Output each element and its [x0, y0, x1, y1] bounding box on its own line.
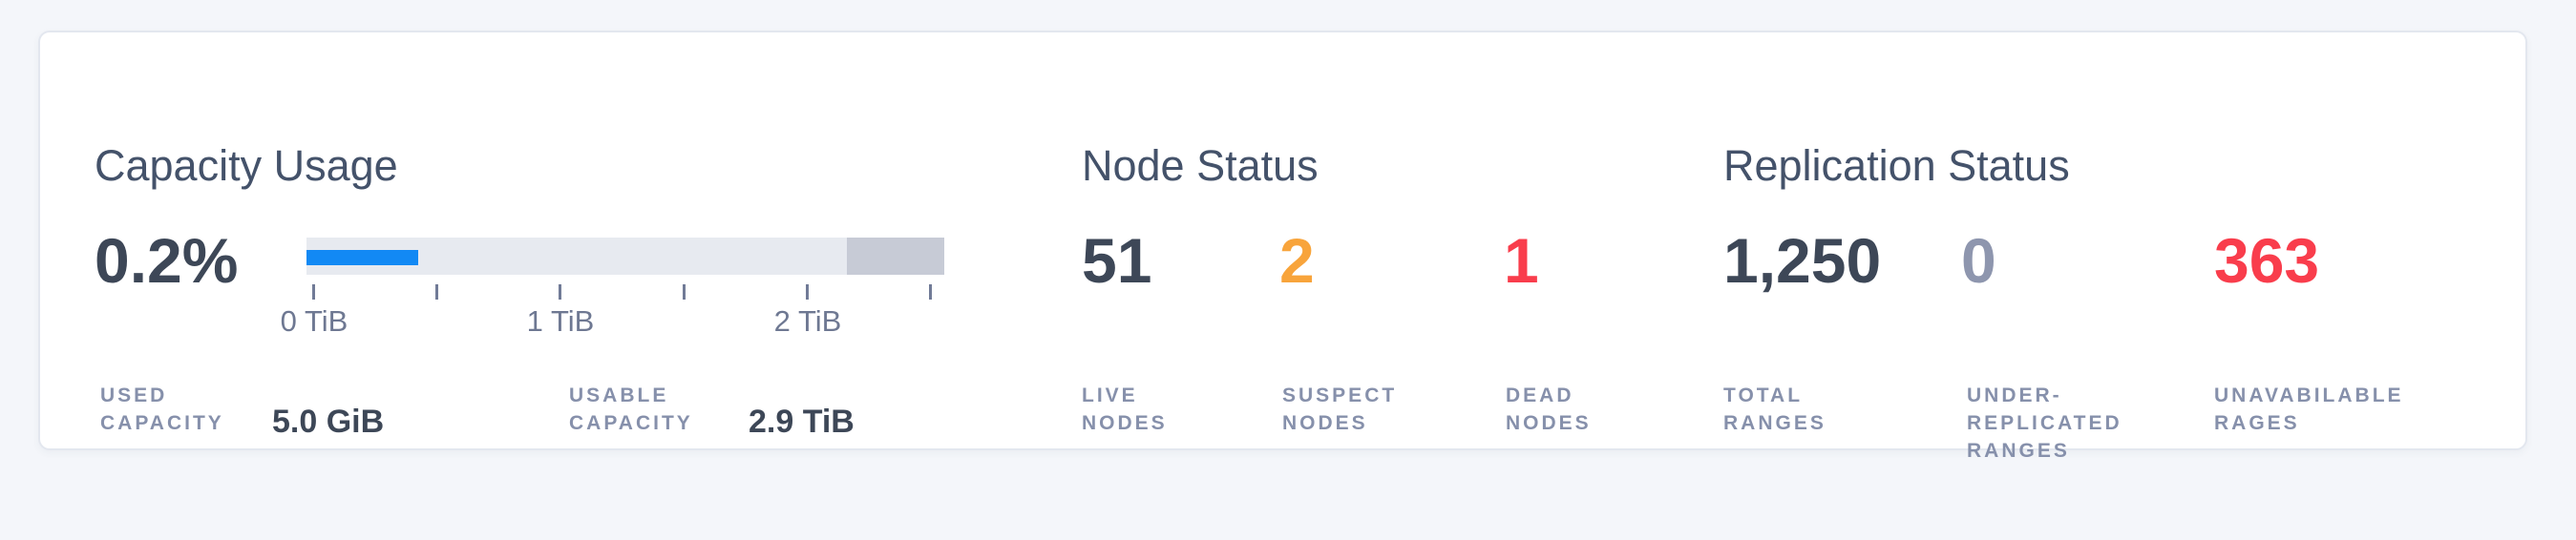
live-nodes-label-line2: NODES	[1082, 412, 1168, 434]
under-replicated-ranges-label-line3: RANGES	[1967, 440, 2070, 462]
used-capacity-label: USED CAPACITY	[100, 382, 224, 437]
total-ranges-label-line2: RANGES	[1723, 412, 1826, 434]
live-nodes-label: LIVE NODES	[1082, 382, 1168, 437]
total-ranges-label-line1: TOTAL	[1723, 384, 1804, 406]
usable-capacity-label-line1: USABLE	[569, 384, 669, 406]
suspect-nodes-count: 2	[1279, 225, 1315, 296]
dead-nodes-label-line2: NODES	[1506, 412, 1592, 434]
capacity-usage-title: Capacity Usage	[95, 141, 398, 191]
dead-nodes-label-line1: DEAD	[1506, 384, 1574, 406]
axis-tick-label: 0 TiB	[280, 304, 348, 338]
under-replicated-ranges-label-line2: REPLICATED	[1967, 412, 2122, 434]
axis-tick	[435, 284, 438, 300]
capacity-bar-reserved-segment	[847, 238, 944, 275]
suspect-nodes-label: SUSPECT NODES	[1282, 382, 1397, 437]
dead-nodes-label: DEAD NODES	[1506, 382, 1592, 437]
under-replicated-ranges-label: UNDER- REPLICATED RANGES	[1967, 382, 2122, 465]
live-nodes-count: 51	[1082, 225, 1152, 296]
capacity-bar-used-segment	[306, 250, 418, 265]
axis-tick-label: 2 TiB	[773, 304, 842, 338]
axis-tick	[312, 284, 315, 300]
usable-capacity-label-line2: CAPACITY	[569, 412, 693, 434]
unavailable-ranges-label-line2: RAGES	[2214, 412, 2300, 434]
axis-tick	[683, 284, 686, 300]
under-replicated-ranges-label-line1: UNDER-	[1967, 384, 2062, 406]
axis-tick	[806, 284, 809, 300]
unavailable-ranges-count: 363	[2214, 225, 2320, 296]
used-capacity-value: 5.0 GiB	[272, 404, 385, 440]
node-status-title: Node Status	[1082, 141, 1319, 191]
dead-nodes-count: 1	[1504, 225, 1539, 296]
capacity-bar-chart: 0 TiB 1 TiB 2 TiB	[281, 238, 944, 343]
axis-tick-label: 1 TiB	[526, 304, 595, 338]
capacity-bar-track	[306, 238, 944, 275]
cluster-summary-card: Capacity Usage 0.2% 0 TiB 1 TiB 2 TiB US…	[38, 31, 2527, 462]
replication-status-title: Replication Status	[1723, 141, 2070, 191]
total-ranges-label: TOTAL RANGES	[1723, 382, 1826, 437]
unavailable-ranges-label: UNAVABILABLE RAGES	[2214, 382, 2404, 437]
usable-capacity-label: USABLE CAPACITY	[569, 382, 693, 437]
used-capacity-label-line2: CAPACITY	[100, 412, 224, 434]
total-ranges-count: 1,250	[1723, 225, 1882, 296]
unavailable-ranges-label-line1: UNAVABILABLE	[2214, 384, 2404, 406]
live-nodes-label-line1: LIVE	[1082, 384, 1138, 406]
suspect-nodes-label-line2: NODES	[1282, 412, 1368, 434]
capacity-used-percent: 0.2%	[95, 225, 239, 296]
used-capacity-label-line1: USED	[100, 384, 168, 406]
axis-tick	[559, 284, 561, 300]
axis-tick	[929, 284, 932, 300]
usable-capacity-value: 2.9 TiB	[749, 404, 855, 440]
under-replicated-ranges-count: 0	[1961, 225, 1996, 296]
suspect-nodes-label-line1: SUSPECT	[1282, 384, 1398, 406]
